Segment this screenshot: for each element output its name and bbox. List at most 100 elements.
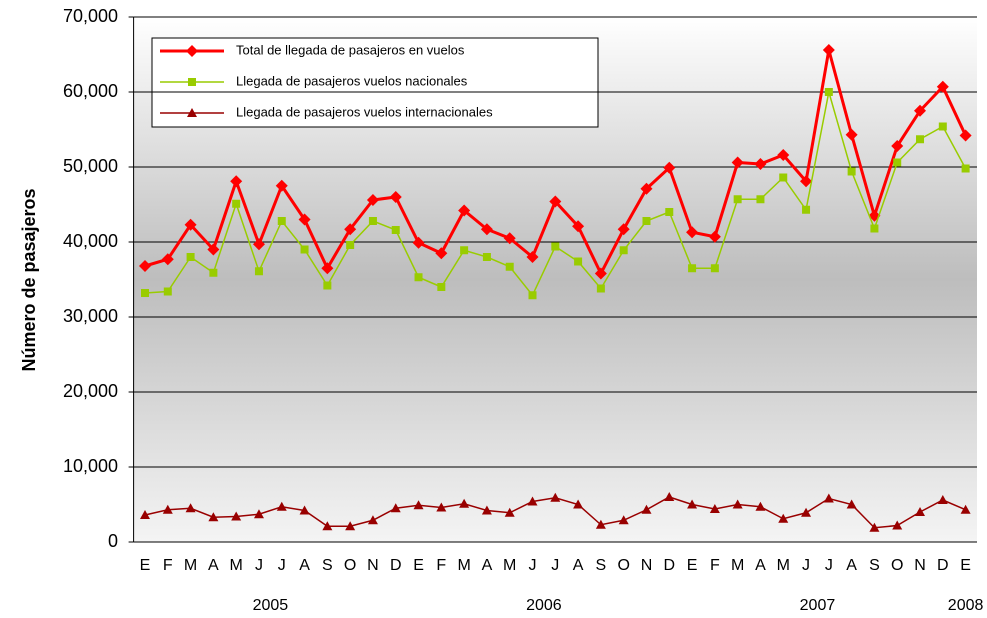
data-point	[505, 262, 514, 271]
x-tick-label: F	[436, 557, 446, 574]
legend	[151, 37, 599, 128]
data-point	[232, 199, 241, 208]
data-point	[937, 495, 948, 504]
data-point	[595, 519, 606, 529]
data-point	[209, 268, 218, 277]
data-point	[550, 492, 561, 502]
data-point	[366, 194, 379, 206]
data-point	[617, 223, 630, 236]
data-point	[847, 167, 856, 176]
data-point	[298, 213, 311, 226]
x-tick-label: O	[344, 557, 356, 574]
x-tick-label: J	[802, 557, 810, 574]
data-point	[640, 182, 653, 195]
data-point	[823, 493, 834, 503]
year-label: 2008	[948, 597, 984, 614]
x-tick-label: A	[573, 557, 584, 574]
data-point	[960, 504, 971, 514]
year-label: 2005	[253, 597, 289, 614]
year-label: 2006	[526, 597, 562, 614]
data-point	[207, 243, 220, 256]
data-point	[618, 515, 629, 525]
data-point	[162, 504, 173, 514]
data-point	[574, 257, 583, 266]
data-point	[482, 253, 491, 261]
data-point	[710, 264, 719, 273]
data-point	[801, 507, 812, 517]
data-point	[230, 175, 243, 188]
x-tick-label: M	[777, 557, 790, 574]
data-point	[961, 164, 970, 173]
data-point	[277, 217, 286, 225]
data-point	[594, 267, 607, 280]
data-point	[686, 226, 699, 239]
data-point	[664, 492, 675, 501]
x-tick-label: J	[529, 557, 537, 574]
x-tick-label: E	[413, 557, 424, 574]
x-tick-label: F	[163, 557, 173, 574]
x-tick-label: E	[960, 557, 971, 574]
data-point	[754, 158, 767, 170]
data-point	[186, 253, 195, 261]
data-point	[231, 511, 242, 521]
data-point	[458, 204, 471, 217]
data-point	[163, 287, 172, 296]
data-point	[756, 195, 765, 204]
x-tick-label: S	[869, 557, 880, 574]
data-point	[936, 80, 949, 93]
data-point	[596, 284, 605, 293]
y-tick-label: 30,000	[63, 306, 118, 326]
data-point	[619, 246, 628, 255]
data-point	[252, 238, 265, 251]
data-point	[755, 501, 766, 511]
data-point	[915, 507, 926, 516]
data-point	[914, 104, 927, 117]
data-point	[778, 513, 789, 523]
data-point	[323, 281, 332, 290]
y-tick-label: 70,000	[63, 6, 118, 26]
data-point	[345, 521, 356, 531]
data-point	[665, 208, 674, 216]
data-point	[642, 217, 651, 225]
x-tick-label: E	[687, 557, 698, 574]
y-tick-label: 10,000	[63, 456, 118, 476]
year-label: 2007	[800, 597, 836, 614]
data-point	[391, 226, 400, 234]
data-point	[276, 501, 287, 511]
data-point	[802, 205, 811, 214]
x-tick-label: M	[457, 557, 470, 574]
x-tick-label: M	[503, 557, 516, 574]
data-point	[460, 246, 469, 255]
data-point	[140, 289, 149, 297]
data-point	[436, 502, 447, 512]
x-tick-label: J	[825, 557, 833, 574]
data-point	[893, 158, 902, 167]
legend-label: Total de llegada de pasajeros en vuelos	[236, 42, 465, 57]
legend-marker	[187, 108, 197, 117]
data-point	[185, 503, 196, 513]
x-tick-label: M	[731, 557, 744, 574]
legend-label: Llegada de pasajeros vuelos nacionales	[236, 73, 468, 88]
data-point	[663, 161, 676, 174]
data-point	[368, 217, 377, 225]
data-point	[573, 499, 584, 509]
legend-marker	[186, 45, 198, 57]
data-point	[959, 129, 972, 142]
data-point	[800, 175, 813, 188]
data-point	[138, 260, 151, 272]
data-point	[321, 262, 334, 275]
data-point	[437, 283, 446, 291]
data-point	[938, 122, 947, 131]
data-point	[549, 195, 562, 208]
x-tick-label: S	[596, 557, 607, 574]
data-point	[253, 509, 264, 519]
data-point	[779, 173, 788, 182]
x-tick-label: A	[208, 557, 219, 574]
x-tick-label: O	[617, 557, 629, 574]
x-tick-label: M	[230, 557, 243, 574]
x-tick-label: A	[755, 557, 766, 574]
data-point	[208, 512, 219, 522]
data-point	[389, 191, 402, 203]
x-tick-label: A	[482, 557, 493, 574]
data-point	[870, 224, 879, 233]
